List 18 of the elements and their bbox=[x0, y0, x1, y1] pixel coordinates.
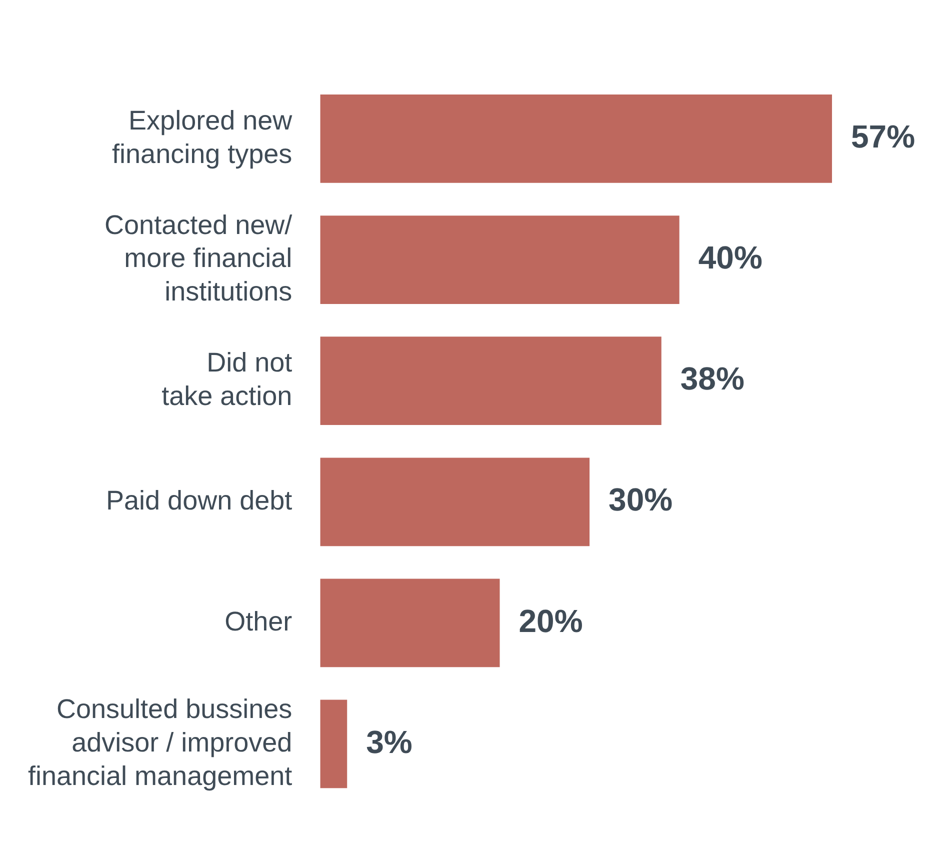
y-tick-label: Explored new financing types bbox=[112, 105, 293, 169]
y-tick-label: Did not take action bbox=[162, 348, 293, 412]
bar bbox=[320, 216, 680, 304]
bar bbox=[320, 94, 832, 183]
bar bbox=[320, 336, 662, 426]
data-label: 20% bbox=[518, 602, 583, 639]
data-label: 38% bbox=[680, 360, 744, 397]
y-tick-label: Other bbox=[224, 606, 292, 636]
data-label: 57% bbox=[851, 118, 916, 155]
y-tick-label: Paid down debt bbox=[106, 485, 293, 516]
y-tick-label: Contacted new/ more financial institutions bbox=[104, 210, 293, 307]
bar bbox=[320, 700, 348, 788]
data-label: 30% bbox=[608, 482, 673, 518]
bar bbox=[320, 578, 500, 668]
data-label: 3% bbox=[366, 724, 412, 760]
bar bbox=[320, 458, 590, 546]
y-tick-label: Consulted bussines advisor / improved financial management bbox=[28, 694, 293, 791]
data-label: 40% bbox=[698, 240, 762, 276]
